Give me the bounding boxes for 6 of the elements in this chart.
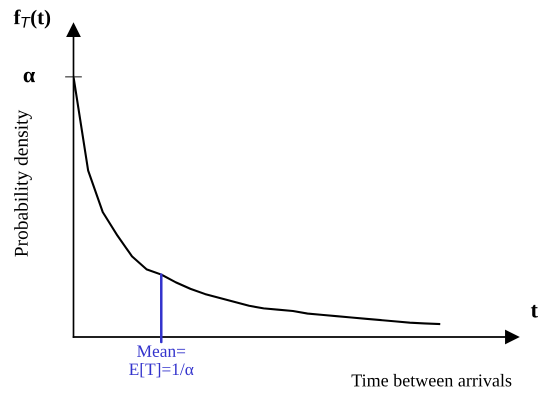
annotation: Mean= E[T]=1/α bbox=[129, 345, 194, 378]
x-axis-title: Time between arrivals bbox=[352, 374, 512, 387]
text: t bbox=[530, 304, 538, 318]
chart-title: f$_{T}$(t) bbox=[14, 10, 50, 29]
text: α bbox=[24, 72, 36, 82]
y-axis-title: Probability density bbox=[14, 110, 32, 257]
